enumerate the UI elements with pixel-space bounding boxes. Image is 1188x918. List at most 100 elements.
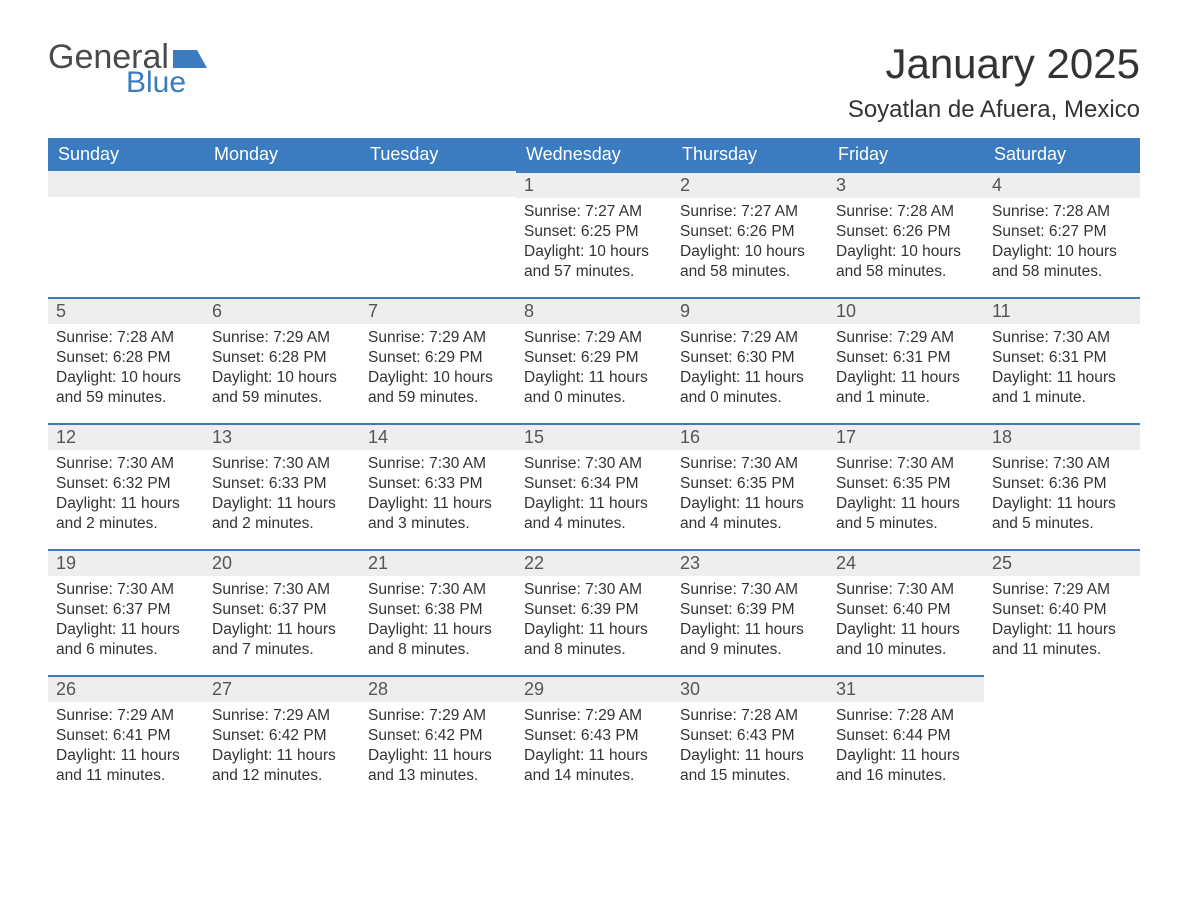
day-number-bar: 22 bbox=[516, 549, 672, 576]
sunset-line: Sunset: 6:42 PM bbox=[212, 726, 352, 746]
daylight-line: Daylight: 11 hours and 7 minutes. bbox=[212, 620, 352, 660]
sunset-line: Sunset: 6:35 PM bbox=[836, 474, 976, 494]
daylight-line: Daylight: 10 hours and 58 minutes. bbox=[836, 242, 976, 282]
sunrise-line: Sunrise: 7:30 AM bbox=[212, 580, 352, 600]
calendar-cell: 8Sunrise: 7:29 AMSunset: 6:29 PMDaylight… bbox=[516, 297, 672, 423]
calendar-cell: 15Sunrise: 7:30 AMSunset: 6:34 PMDayligh… bbox=[516, 423, 672, 549]
weekday-header: Thursday bbox=[672, 138, 828, 171]
daylight-line: Daylight: 10 hours and 59 minutes. bbox=[56, 368, 196, 408]
calendar-cell: 26Sunrise: 7:29 AMSunset: 6:41 PMDayligh… bbox=[48, 675, 204, 801]
daylight-line: Daylight: 11 hours and 1 minute. bbox=[992, 368, 1132, 408]
day-number-bar: 10 bbox=[828, 297, 984, 324]
day-details: Sunrise: 7:29 AMSunset: 6:31 PMDaylight:… bbox=[828, 324, 984, 417]
month-title: January 2025 bbox=[848, 40, 1140, 88]
day-details: Sunrise: 7:30 AMSunset: 6:39 PMDaylight:… bbox=[516, 576, 672, 669]
daylight-line: Daylight: 11 hours and 11 minutes. bbox=[56, 746, 196, 786]
calendar-cell: 5Sunrise: 7:28 AMSunset: 6:28 PMDaylight… bbox=[48, 297, 204, 423]
day-number-bar: 20 bbox=[204, 549, 360, 576]
sunrise-line: Sunrise: 7:28 AM bbox=[680, 706, 820, 726]
daylight-line: Daylight: 10 hours and 59 minutes. bbox=[368, 368, 508, 408]
daylight-line: Daylight: 10 hours and 57 minutes. bbox=[524, 242, 664, 282]
day-details: Sunrise: 7:29 AMSunset: 6:42 PMDaylight:… bbox=[204, 702, 360, 795]
calendar-cell: 17Sunrise: 7:30 AMSunset: 6:35 PMDayligh… bbox=[828, 423, 984, 549]
sunrise-line: Sunrise: 7:28 AM bbox=[836, 202, 976, 222]
sunset-line: Sunset: 6:31 PM bbox=[992, 348, 1132, 368]
weekday-header: Wednesday bbox=[516, 138, 672, 171]
day-number-bar: 6 bbox=[204, 297, 360, 324]
sunrise-line: Sunrise: 7:30 AM bbox=[680, 580, 820, 600]
weekday-header: Saturday bbox=[984, 138, 1140, 171]
daylight-line: Daylight: 11 hours and 5 minutes. bbox=[992, 494, 1132, 534]
weekday-header: Sunday bbox=[48, 138, 204, 171]
sunrise-line: Sunrise: 7:29 AM bbox=[524, 706, 664, 726]
daylight-line: Daylight: 11 hours and 14 minutes. bbox=[524, 746, 664, 786]
sunset-line: Sunset: 6:28 PM bbox=[56, 348, 196, 368]
day-details: Sunrise: 7:29 AMSunset: 6:41 PMDaylight:… bbox=[48, 702, 204, 795]
flag-icon bbox=[173, 46, 207, 68]
daylight-line: Daylight: 10 hours and 58 minutes. bbox=[680, 242, 820, 282]
day-details: Sunrise: 7:30 AMSunset: 6:33 PMDaylight:… bbox=[360, 450, 516, 543]
sunrise-line: Sunrise: 7:29 AM bbox=[992, 580, 1132, 600]
sunset-line: Sunset: 6:39 PM bbox=[680, 600, 820, 620]
day-details: Sunrise: 7:28 AMSunset: 6:28 PMDaylight:… bbox=[48, 324, 204, 417]
day-details: Sunrise: 7:29 AMSunset: 6:29 PMDaylight:… bbox=[516, 324, 672, 417]
calendar-cell: 25Sunrise: 7:29 AMSunset: 6:40 PMDayligh… bbox=[984, 549, 1140, 675]
day-details: Sunrise: 7:29 AMSunset: 6:29 PMDaylight:… bbox=[360, 324, 516, 417]
sunset-line: Sunset: 6:40 PM bbox=[992, 600, 1132, 620]
calendar-table: SundayMondayTuesdayWednesdayThursdayFrid… bbox=[48, 138, 1140, 801]
day-details: Sunrise: 7:30 AMSunset: 6:35 PMDaylight:… bbox=[672, 450, 828, 543]
weekday-header: Tuesday bbox=[360, 138, 516, 171]
calendar-cell: 30Sunrise: 7:28 AMSunset: 6:43 PMDayligh… bbox=[672, 675, 828, 801]
calendar-cell bbox=[360, 171, 516, 297]
day-number-bar: 28 bbox=[360, 675, 516, 702]
sunrise-line: Sunrise: 7:30 AM bbox=[524, 580, 664, 600]
sunset-line: Sunset: 6:41 PM bbox=[56, 726, 196, 746]
day-details: Sunrise: 7:30 AMSunset: 6:35 PMDaylight:… bbox=[828, 450, 984, 543]
day-number-bar: 23 bbox=[672, 549, 828, 576]
sunrise-line: Sunrise: 7:30 AM bbox=[368, 454, 508, 474]
sunrise-line: Sunrise: 7:29 AM bbox=[368, 706, 508, 726]
daylight-line: Daylight: 11 hours and 9 minutes. bbox=[680, 620, 820, 660]
daylight-line: Daylight: 10 hours and 58 minutes. bbox=[992, 242, 1132, 282]
sunset-line: Sunset: 6:26 PM bbox=[836, 222, 976, 242]
sunset-line: Sunset: 6:40 PM bbox=[836, 600, 976, 620]
sunrise-line: Sunrise: 7:30 AM bbox=[992, 454, 1132, 474]
sunset-line: Sunset: 6:27 PM bbox=[992, 222, 1132, 242]
day-details: Sunrise: 7:27 AMSunset: 6:26 PMDaylight:… bbox=[672, 198, 828, 291]
sunset-line: Sunset: 6:29 PM bbox=[368, 348, 508, 368]
daylight-line: Daylight: 11 hours and 10 minutes. bbox=[836, 620, 976, 660]
sunrise-line: Sunrise: 7:28 AM bbox=[992, 202, 1132, 222]
sunset-line: Sunset: 6:30 PM bbox=[680, 348, 820, 368]
day-details: Sunrise: 7:29 AMSunset: 6:30 PMDaylight:… bbox=[672, 324, 828, 417]
sunrise-line: Sunrise: 7:29 AM bbox=[836, 328, 976, 348]
day-details: Sunrise: 7:28 AMSunset: 6:43 PMDaylight:… bbox=[672, 702, 828, 795]
day-number-bar: 18 bbox=[984, 423, 1140, 450]
day-details: Sunrise: 7:29 AMSunset: 6:40 PMDaylight:… bbox=[984, 576, 1140, 669]
day-details: Sunrise: 7:29 AMSunset: 6:28 PMDaylight:… bbox=[204, 324, 360, 417]
day-number-bar: 8 bbox=[516, 297, 672, 324]
calendar-cell: 29Sunrise: 7:29 AMSunset: 6:43 PMDayligh… bbox=[516, 675, 672, 801]
sunrise-line: Sunrise: 7:30 AM bbox=[212, 454, 352, 474]
sunset-line: Sunset: 6:42 PM bbox=[368, 726, 508, 746]
day-details: Sunrise: 7:30 AMSunset: 6:32 PMDaylight:… bbox=[48, 450, 204, 543]
daylight-line: Daylight: 11 hours and 6 minutes. bbox=[56, 620, 196, 660]
daylight-line: Daylight: 11 hours and 1 minute. bbox=[836, 368, 976, 408]
sunrise-line: Sunrise: 7:30 AM bbox=[368, 580, 508, 600]
calendar-cell: 16Sunrise: 7:30 AMSunset: 6:35 PMDayligh… bbox=[672, 423, 828, 549]
sunset-line: Sunset: 6:43 PM bbox=[524, 726, 664, 746]
sunset-line: Sunset: 6:25 PM bbox=[524, 222, 664, 242]
day-number-bar: 17 bbox=[828, 423, 984, 450]
location-label: Soyatlan de Afuera, Mexico bbox=[848, 96, 1140, 124]
sunset-line: Sunset: 6:33 PM bbox=[212, 474, 352, 494]
sunset-line: Sunset: 6:44 PM bbox=[836, 726, 976, 746]
day-details: Sunrise: 7:30 AMSunset: 6:37 PMDaylight:… bbox=[48, 576, 204, 669]
day-number-bar: 7 bbox=[360, 297, 516, 324]
day-number-bar bbox=[204, 171, 360, 197]
day-details: Sunrise: 7:28 AMSunset: 6:44 PMDaylight:… bbox=[828, 702, 984, 795]
day-number-bar: 19 bbox=[48, 549, 204, 576]
sunset-line: Sunset: 6:37 PM bbox=[56, 600, 196, 620]
calendar-cell: 3Sunrise: 7:28 AMSunset: 6:26 PMDaylight… bbox=[828, 171, 984, 297]
day-number-bar: 27 bbox=[204, 675, 360, 702]
sunset-line: Sunset: 6:31 PM bbox=[836, 348, 976, 368]
day-details: Sunrise: 7:28 AMSunset: 6:27 PMDaylight:… bbox=[984, 198, 1140, 291]
